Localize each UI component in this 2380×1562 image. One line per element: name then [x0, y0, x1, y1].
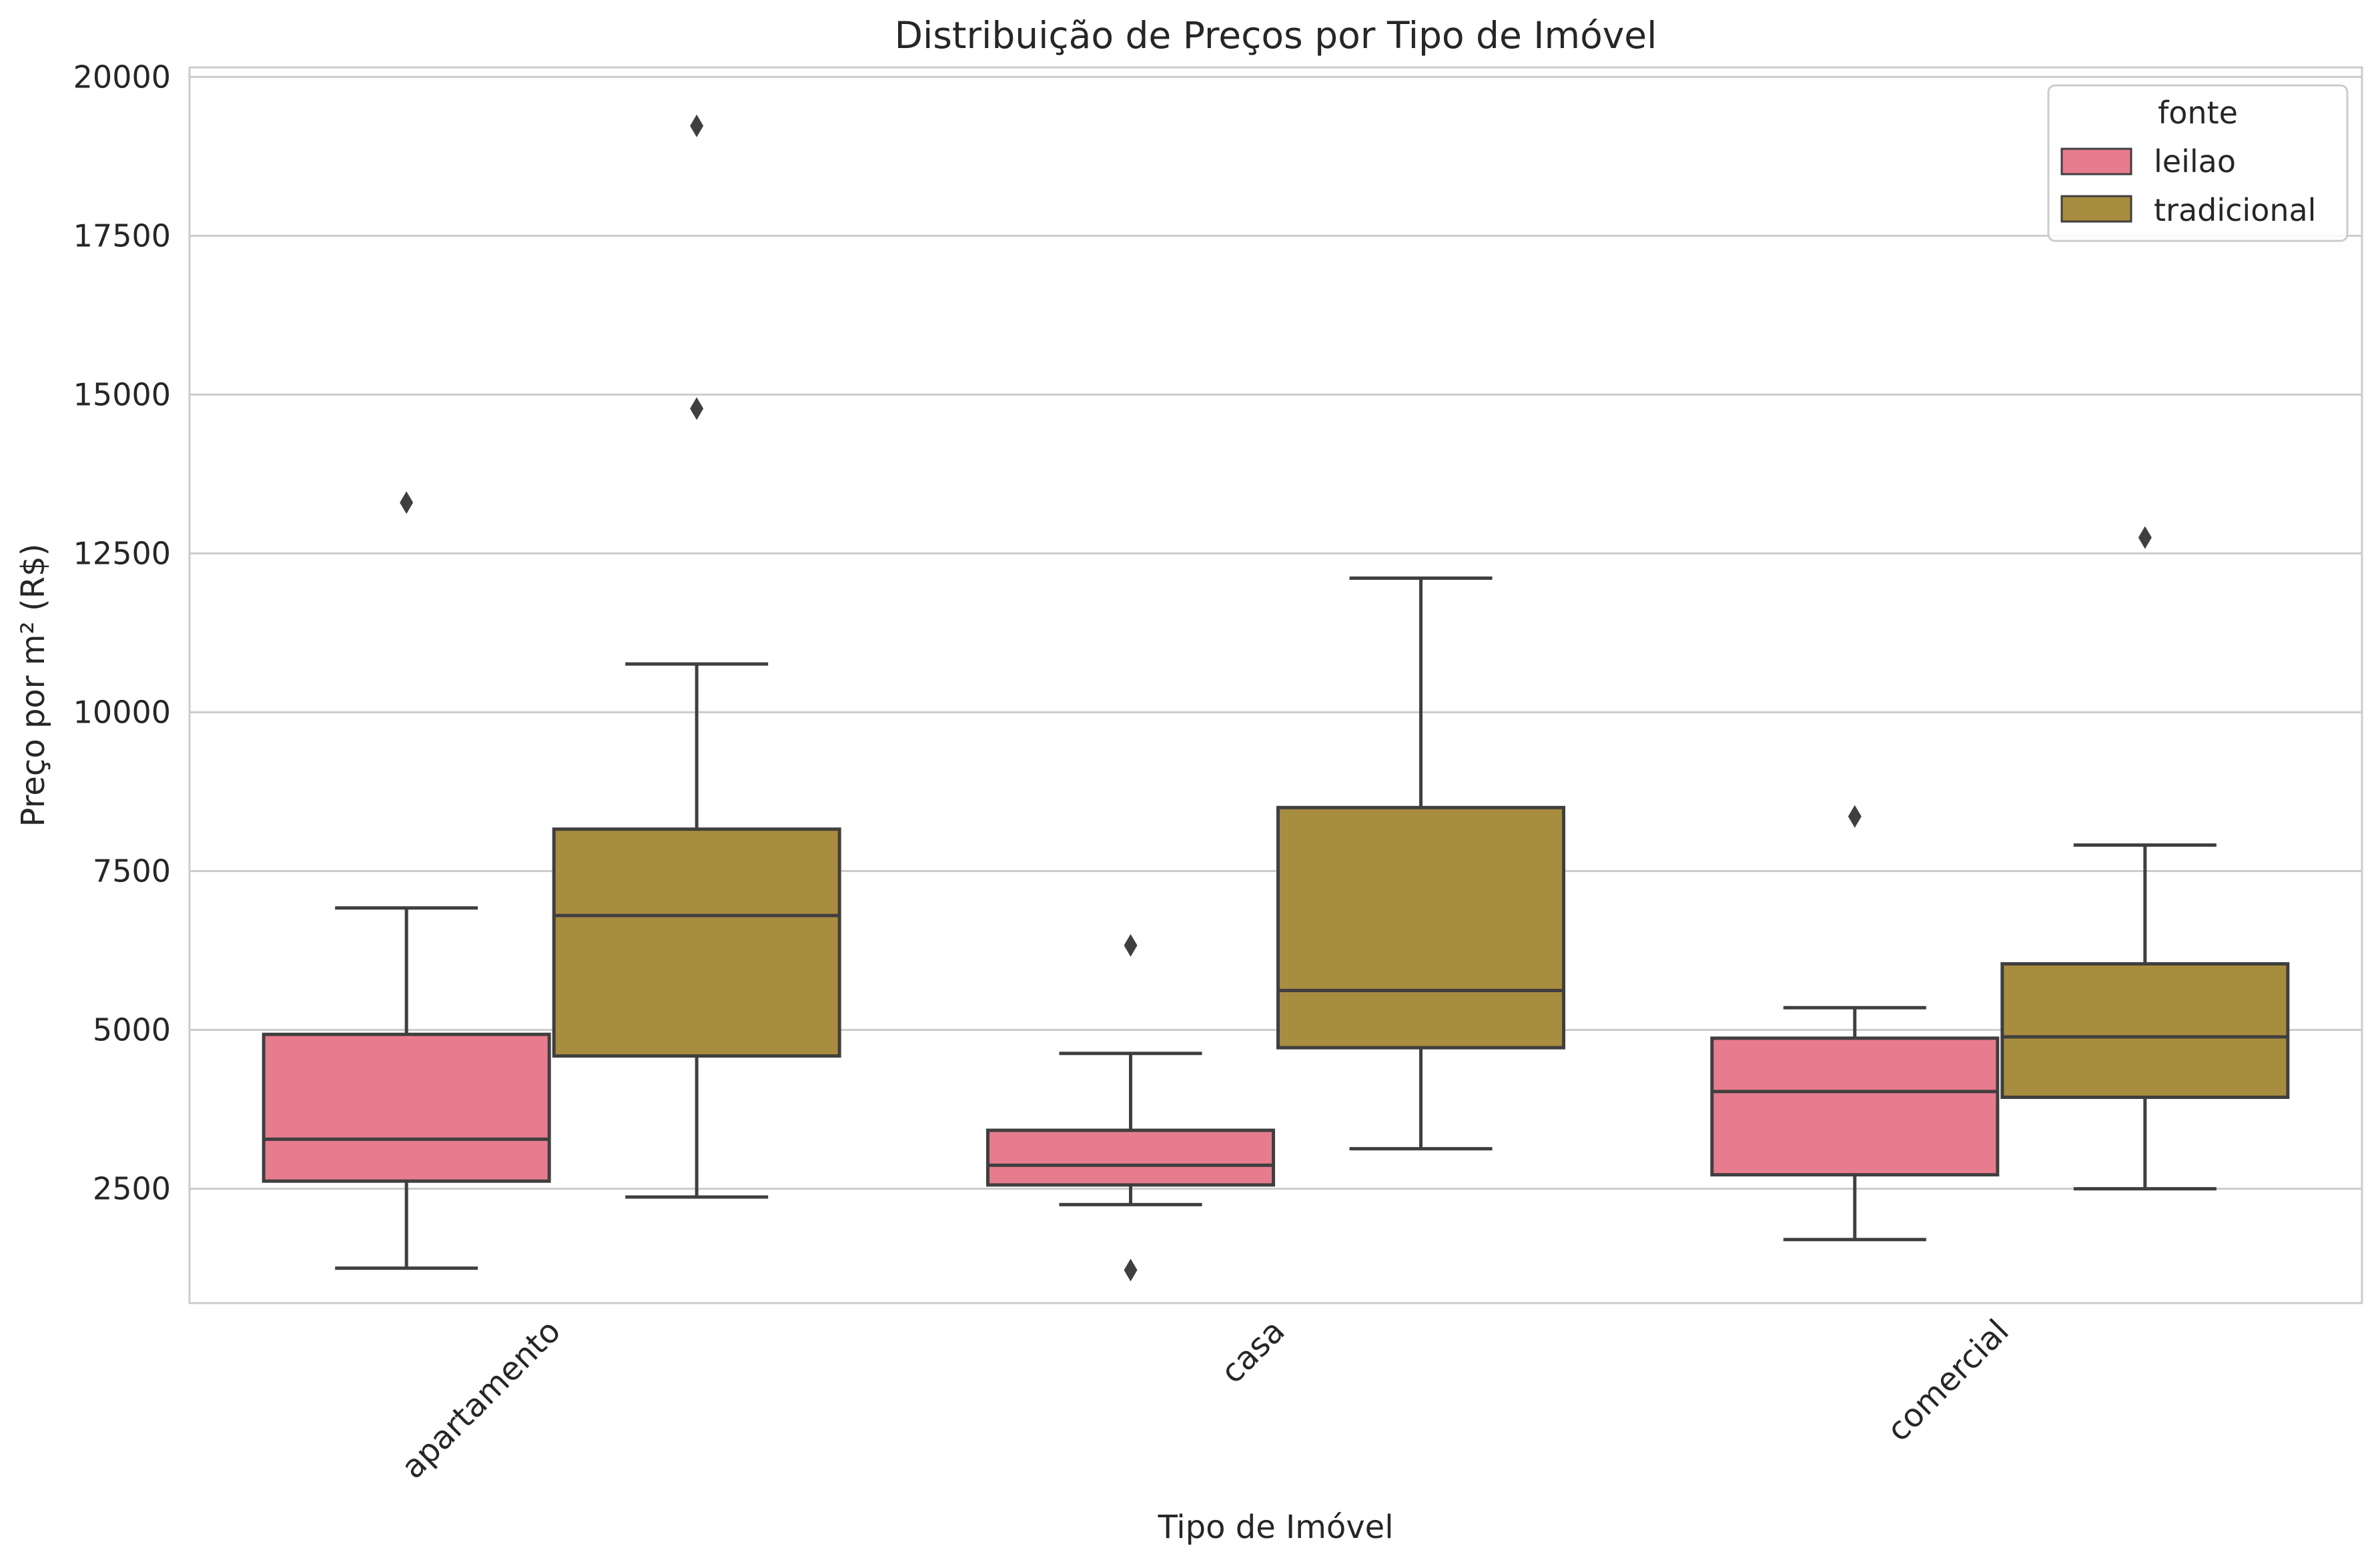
outlier-point: [2138, 526, 2152, 549]
x-tick-comercial: comercial: [1880, 1312, 2016, 1449]
y-tick-17500: 17500: [73, 218, 171, 254]
y-tick-labels: 2500 5000 7500 10000 12500 15000 17500 20000: [73, 59, 171, 1206]
y-tick-2500: 2500: [93, 1171, 171, 1207]
box-comercial-leilao: [1710, 805, 2000, 1242]
legend-title: fonte: [2158, 95, 2238, 131]
box-iqr: [262, 1032, 551, 1183]
legend: fonte leilao tradicional: [2047, 84, 2349, 242]
box-apartamento-leilao: [262, 491, 551, 1270]
box-iqr: [1276, 805, 1565, 1050]
box-casa-tradicional: [1276, 576, 1565, 1151]
outlier-point: [1848, 805, 1862, 828]
y-tick-20000: 20000: [73, 59, 171, 95]
x-tick-casa: casa: [1214, 1312, 1292, 1391]
box-iqr: [986, 1128, 1275, 1187]
box-iqr: [1710, 1036, 2000, 1177]
y-tick-10000: 10000: [73, 694, 171, 730]
plot-background: [188, 66, 2363, 1304]
boxes: [262, 114, 2290, 1282]
y-tick-15000: 15000: [73, 376, 171, 412]
y-tick-7500: 7500: [93, 853, 171, 889]
grid-lines: [189, 75, 2362, 1190]
outlier-point: [1124, 933, 1138, 957]
legend-swatch-leilao: [2060, 147, 2132, 175]
box-iqr: [552, 827, 841, 1058]
outlier-point: [690, 114, 704, 137]
outlier-point: [690, 397, 704, 420]
outlier-point: [1124, 1258, 1138, 1282]
box-iqr: [2000, 962, 2290, 1099]
y-axis-label: Preço por m² (R$): [15, 544, 52, 827]
y-tick-5000: 5000: [93, 1012, 171, 1048]
legend-swatch-tradicional: [2060, 195, 2132, 223]
box-casa-leilao: [986, 933, 1275, 1282]
x-tick-apartamento: apartamento: [394, 1312, 568, 1486]
box-apartamento-tradicional: [552, 114, 841, 1199]
legend-label-tradicional: tradicional: [2154, 192, 2316, 228]
outlier-point: [400, 491, 414, 514]
y-tick-12500: 12500: [73, 535, 171, 571]
x-axis-label: Tipo de Imóvel: [1157, 1509, 1393, 1546]
box-comercial-tradicional: [2000, 526, 2290, 1191]
chart-title: Distribuição de Preços por Tipo de Imóve…: [895, 14, 1657, 57]
legend-label-leilao: leilao: [2154, 143, 2236, 179]
x-tick-labels: apartamento casa comercial: [394, 1312, 2016, 1486]
